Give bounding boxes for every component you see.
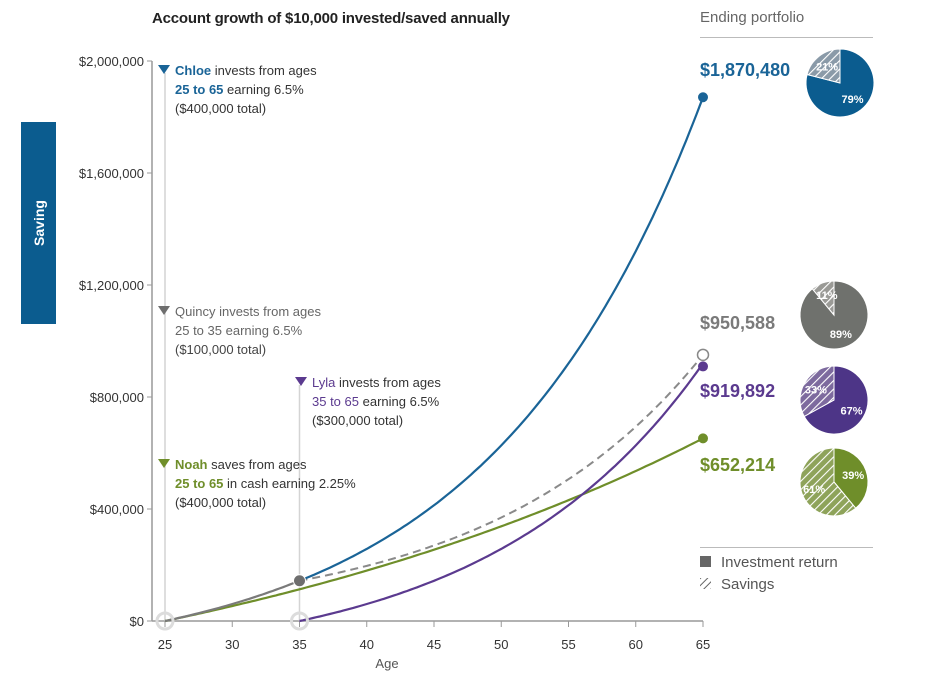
pie-label-savings: 11% — [816, 290, 838, 302]
series-line-noah — [164, 437, 704, 623]
start-marker — [290, 611, 309, 631]
annotation-quincy: Quincy invests from ages 25 to 35 earnin… — [158, 302, 321, 359]
pie-label-savings: 21% — [816, 61, 838, 73]
annotation-name: Noah — [175, 457, 208, 472]
series-line-quincy-dashed — [299, 354, 704, 582]
series-line-quincy — [164, 579, 300, 623]
triangle-marker-icon — [158, 65, 170, 74]
end-point-noah — [698, 433, 708, 444]
annotation-name: Quincy — [175, 304, 216, 319]
annotation-ages: 25 to 65 — [175, 476, 224, 491]
series-line-chloe — [299, 96, 705, 582]
y-tick-label: $1,200,000 — [79, 278, 144, 293]
y-tick-label: $400,000 — [90, 502, 144, 517]
y-tick-label: $2,000,000 — [79, 54, 144, 69]
end-point-lyla — [698, 361, 708, 372]
annotation-text: invests from ages — [215, 304, 321, 319]
ending-portfolio-title: Ending portfolio — [700, 9, 805, 26]
annotation-name: Chloe — [175, 63, 212, 78]
end-value-lyla: $919,892 — [700, 381, 776, 401]
y-tick-label: $1,600,000 — [79, 166, 144, 181]
legend-item-investment-return: Investment return — [700, 554, 838, 571]
annotation-ages: 35 to 65 — [312, 394, 359, 409]
pie-slice-savings — [799, 365, 835, 418]
pie-slice-savings — [799, 447, 857, 517]
x-tick-label: 30 — [225, 637, 239, 652]
x-tick-label: 40 — [360, 637, 374, 652]
divider — [700, 37, 873, 38]
pie-slice-savings — [811, 280, 835, 317]
legend-label: Investment return — [721, 554, 838, 571]
triangle-marker-icon — [158, 459, 170, 468]
annotation-total: ($400,000 total) — [175, 101, 267, 116]
pie-label-investment-return: 79% — [841, 94, 863, 106]
start-marker — [155, 611, 175, 631]
x-tick-label: 35 — [292, 637, 306, 652]
end-value-noah: $652,214 — [700, 455, 776, 475]
quincy-stop-point — [293, 574, 306, 588]
chart-title: Account growth of $10,000 invested/saved… — [152, 10, 510, 27]
pie-slice-investment-return — [803, 365, 869, 435]
pie-label-investment-return: 89% — [830, 329, 852, 341]
pie-noah: 39% 61% — [799, 447, 869, 517]
end-value-quincy: $950,588 — [700, 313, 776, 333]
y-tick-label: $0 — [130, 614, 144, 629]
pie-label-savings: 33% — [805, 384, 827, 396]
annotation-text: in cash earning 2.25% — [223, 476, 356, 491]
annotation-noah: Noah saves from ages 25 to 65 in cash ea… — [158, 455, 356, 512]
annotation-chloe: Chloe invests from ages 25 to 65 earning… — [158, 61, 317, 118]
x-tick-label: 50 — [494, 637, 508, 652]
end-point-chloe — [698, 92, 708, 103]
annotation-total: ($100,000 total) — [175, 342, 267, 357]
annotation-text: earning 6.5% — [222, 323, 303, 338]
divider — [700, 547, 873, 548]
annotation-text: earning 6.5% — [359, 394, 440, 409]
pie-label-savings: 61% — [803, 484, 825, 496]
x-axis-label: Age — [375, 656, 398, 671]
end-value-chloe: $1,870,480 — [700, 60, 791, 80]
annotation-text: invests from ages — [335, 375, 441, 390]
annotation-name: Lyla — [312, 375, 336, 390]
pie-label-investment-return: 39% — [842, 470, 864, 482]
x-tick-label: 65 — [696, 637, 710, 652]
legend-item-savings: Savings — [700, 576, 774, 593]
hatch-swatch-icon — [700, 578, 711, 589]
annotation-text: earning 6.5% — [223, 82, 304, 97]
saving-tab[interactable]: Saving — [21, 122, 56, 324]
pie-chloe: 79% 21% — [805, 48, 875, 118]
triangle-marker-icon — [295, 377, 307, 386]
series-line-lyla — [299, 362, 704, 623]
y-tick-label: $800,000 — [90, 390, 144, 405]
pie-quincy: 89% 11% — [799, 280, 869, 350]
end-point-quincy — [696, 348, 710, 362]
x-tick-label: 60 — [629, 637, 643, 652]
x-tick-label: 25 — [158, 637, 172, 652]
pie-label-investment-return: 67% — [841, 405, 863, 417]
x-tick-label: 55 — [561, 637, 575, 652]
annotation-text: saves from ages — [207, 457, 307, 472]
x-tick-label: 45 — [427, 637, 441, 652]
annotation-total: ($400,000 total) — [175, 495, 267, 510]
triangle-marker-icon — [158, 306, 170, 315]
annotation-text: invests from ages — [211, 63, 317, 78]
solid-swatch-icon — [700, 556, 711, 567]
pie-lyla: 67% 33% — [799, 365, 869, 435]
legend-label: Savings — [721, 576, 775, 593]
pie-slice-investment-return — [833, 447, 869, 509]
annotation-lyla: Lyla invests from ages 35 to 65 earning … — [295, 373, 441, 430]
pie-slice-savings — [806, 48, 841, 84]
annotation-ages: 25 to 65 — [175, 82, 224, 97]
annotation-ages: 25 to 35 — [175, 323, 222, 338]
annotation-total: ($300,000 total) — [312, 413, 404, 428]
